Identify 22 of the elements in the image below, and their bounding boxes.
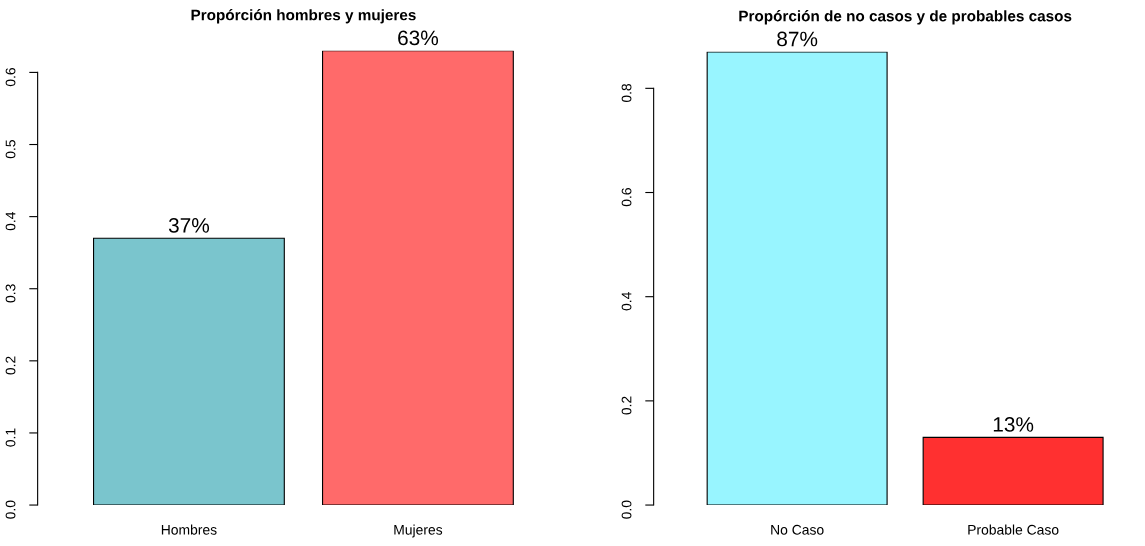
x-tick-label: Hombres bbox=[161, 524, 217, 535]
y-tick-label: 0.4 bbox=[5, 212, 16, 231]
y-tick-label: 0.6 bbox=[5, 67, 16, 87]
chart-title: Propórción de no casos y de probables casos bbox=[739, 10, 1072, 25]
x-tick-label: Mujeres bbox=[394, 524, 443, 538]
data-label: 63% bbox=[398, 30, 439, 46]
y-tick-label: 0.2 bbox=[621, 396, 632, 415]
x-tick-label: Probable Caso bbox=[968, 524, 1059, 535]
data-label: 87% bbox=[777, 31, 818, 47]
y-tick-label: 0.8 bbox=[621, 83, 632, 103]
y-tick-label: 0.6 bbox=[621, 188, 632, 207]
data-label: 13% bbox=[993, 417, 1034, 432]
x-tick-label: No Caso bbox=[771, 524, 824, 535]
y-tick-label: 0.5 bbox=[5, 140, 16, 159]
y-tick-label: 0.0 bbox=[621, 500, 632, 519]
data-label: 37% bbox=[168, 218, 210, 233]
y-tick-label: 0.4 bbox=[621, 292, 632, 311]
y-tick-label: 0.3 bbox=[5, 284, 16, 303]
y-tick-label: 0.2 bbox=[5, 356, 16, 375]
y-tick-label: 0.0 bbox=[5, 500, 16, 519]
y-tick-label: 0.1 bbox=[5, 428, 16, 447]
chart-title: Propórción hombres y mujeres bbox=[191, 9, 416, 24]
